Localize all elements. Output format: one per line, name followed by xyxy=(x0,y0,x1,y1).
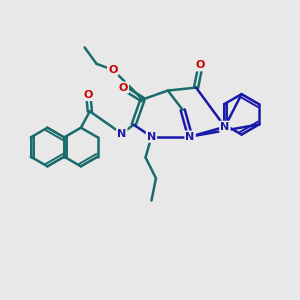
Text: O: O xyxy=(84,90,93,100)
Text: N: N xyxy=(117,129,126,139)
Text: O: O xyxy=(118,82,128,93)
Text: N: N xyxy=(220,122,230,132)
Text: O: O xyxy=(108,65,118,75)
Text: N: N xyxy=(147,132,156,142)
Text: N: N xyxy=(185,132,195,142)
Text: O: O xyxy=(196,60,205,70)
